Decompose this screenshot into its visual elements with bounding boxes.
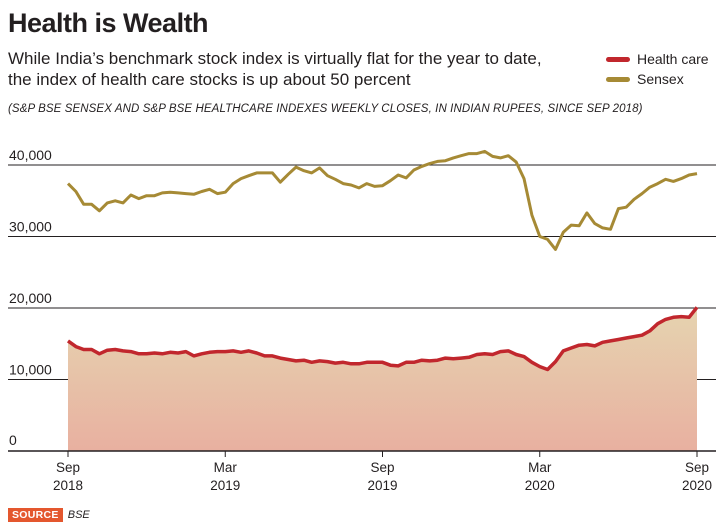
y-tick-label: 40,000 — [9, 147, 52, 163]
legend-item-sensex: Sensex — [606, 70, 709, 88]
source-text: BSE — [67, 509, 90, 521]
x-axis-ticks: Sep 2018 Mar 2019 Sep 2019 Mar 2020 Sep 2020 — [53, 451, 712, 493]
y-axis-labels: 0 10,000 20,000 30,000 40,000 — [9, 147, 52, 448]
chart-note: (S&P BSE SENSEX AND S&P BSE HEALTHCARE I… — [8, 103, 643, 115]
x-tick-label-month: Sep — [56, 460, 80, 475]
x-tick-label-month: Sep — [370, 460, 394, 475]
health-care-line — [66, 306, 699, 372]
y-tick-label: 20,000 — [9, 290, 52, 306]
sensex-line — [66, 149, 698, 251]
y-tick-label: 0 — [9, 432, 17, 448]
legend-swatch-health-care — [606, 56, 630, 62]
x-tick-label-year: 2020 — [682, 478, 712, 493]
y-tick-label: 30,000 — [9, 219, 52, 235]
chart-subtitle: While India’s benchmark stock index is v… — [8, 49, 542, 89]
legend-label-sensex: Sensex — [637, 71, 684, 87]
legend: Health care Sensex — [606, 50, 709, 90]
chart-title: Health is Wealth — [8, 8, 209, 38]
source-line: SOURCE BSE — [8, 508, 90, 522]
x-tick-label-year: 2019 — [367, 478, 397, 493]
legend-label-health-care: Health care — [637, 51, 709, 67]
legend-item-health-care: Health care — [606, 50, 709, 68]
source-badge: SOURCE — [8, 508, 63, 522]
x-tick-label-month: Sep — [685, 460, 709, 475]
health-care-area — [68, 307, 697, 451]
x-tick-label-year: 2018 — [53, 478, 83, 493]
x-tick-label-month: Mar — [528, 460, 552, 475]
legend-swatch-sensex — [606, 76, 630, 82]
y-tick-label: 10,000 — [9, 362, 52, 378]
x-tick-label-month: Mar — [214, 460, 238, 475]
x-tick-label-year: 2020 — [525, 478, 555, 493]
x-tick-label-year: 2019 — [210, 478, 240, 493]
